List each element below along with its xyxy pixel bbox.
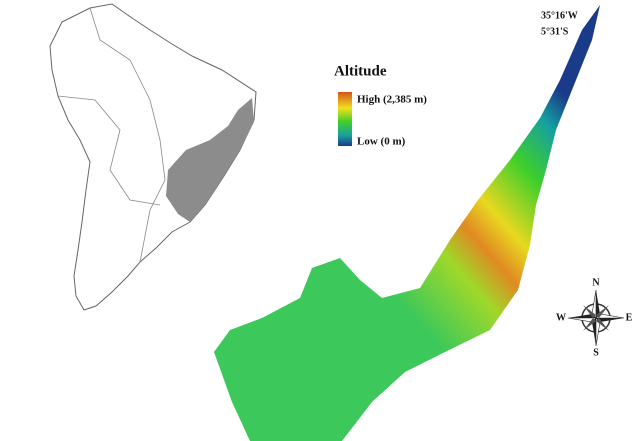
compass-west: W <box>556 312 566 323</box>
legend-title: Altitude <box>334 63 387 79</box>
legend-low: Low (0 m) <box>357 136 406 148</box>
country-borders <box>89 7 166 263</box>
compass-rose <box>567 289 625 347</box>
study-region <box>166 98 254 222</box>
country-borders <box>57 95 161 206</box>
compass-north: N <box>592 277 600 288</box>
compass-east: E <box>626 312 633 323</box>
legend-colorbar <box>338 92 352 146</box>
latitude-label: 5°31'S <box>541 26 569 37</box>
altitude-map <box>214 5 600 441</box>
longitude-label: 35°16'W <box>541 10 578 21</box>
compass-south: S <box>593 347 599 358</box>
legend-high: High (2,385 m) <box>357 94 427 106</box>
